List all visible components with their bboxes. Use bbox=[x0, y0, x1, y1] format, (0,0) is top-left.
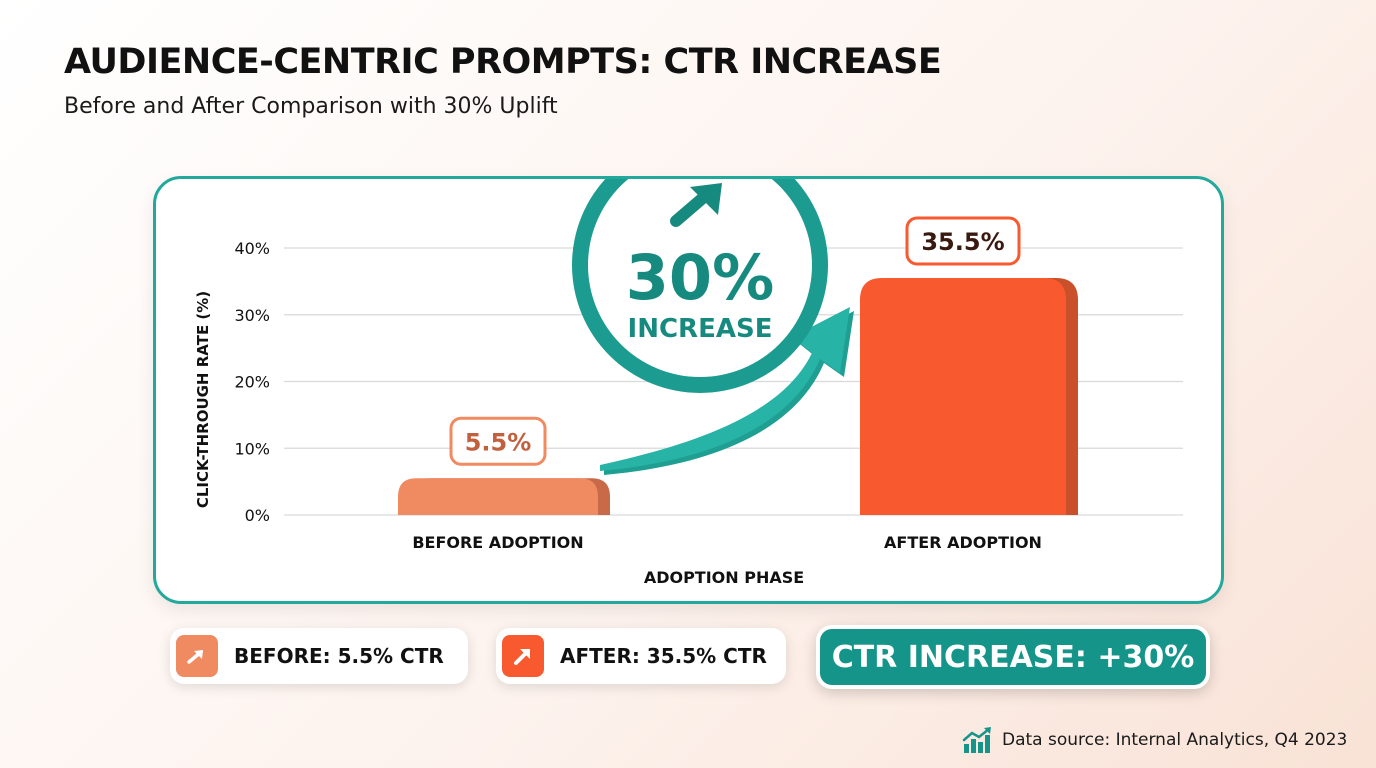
y-tick-label: 30% bbox=[234, 306, 270, 325]
y-tick-label: 20% bbox=[234, 373, 270, 392]
ctr-increase-badge: CTR INCREASE: +30% bbox=[816, 625, 1210, 689]
callout-value: 30% bbox=[626, 241, 774, 314]
y-axis-label: CLICK-THROUGH RATE (%) bbox=[194, 291, 212, 508]
legend-after: AFTER: 35.5% CTR bbox=[496, 628, 786, 684]
y-tick-label: 10% bbox=[234, 439, 270, 458]
data-source-text: Data source: Internal Analytics, Q4 2023 bbox=[1002, 730, 1348, 750]
page-subtitle: Before and After Comparison with 30% Upl… bbox=[64, 94, 558, 119]
legend-after-label: AFTER: 35.5% CTR bbox=[560, 644, 767, 668]
x-tick-label: AFTER ADOPTION bbox=[884, 533, 1042, 552]
y-tick-label: 40% bbox=[234, 239, 270, 258]
arrow-up-right-icon bbox=[670, 191, 710, 227]
page-title: AUDIENCE-CENTRIC PROMPTS: CTR INCREASE bbox=[64, 42, 942, 82]
data-label: 5.5% bbox=[465, 428, 532, 456]
data-label-box bbox=[449, 416, 547, 466]
arrow-up-right-icon bbox=[176, 635, 218, 677]
arrow-up-right-icon bbox=[690, 183, 722, 215]
callout-label: INCREASE bbox=[628, 314, 773, 344]
legend-before-label: BEFORE: 5.5% CTR bbox=[234, 644, 444, 668]
data-label: 35.5% bbox=[921, 228, 1004, 256]
bar bbox=[860, 278, 1066, 515]
data-label-box bbox=[905, 216, 1021, 266]
bar-chart: CLICK-THROUGH RATE (%) 0% 10% 20% 30% 40% BEFO… bbox=[194, 179, 1183, 587]
bar-chart-growth-icon bbox=[962, 727, 991, 753]
data-source: Data source: Internal Analytics, Q4 2023 bbox=[962, 724, 1347, 756]
y-tick-label: 0% bbox=[245, 506, 270, 525]
bar bbox=[398, 478, 598, 515]
legend-before: BEFORE: 5.5% CTR bbox=[170, 628, 468, 684]
growth-arrow-highlight bbox=[600, 307, 850, 471]
x-axis-label: ADOPTION PHASE bbox=[644, 568, 804, 587]
arrow-up-right-icon bbox=[502, 635, 544, 677]
chart-card: CLICK-THROUGH RATE (%) 0% 10% 20% 30% 40% BEFO… bbox=[153, 176, 1224, 604]
callout-circle bbox=[588, 179, 812, 377]
x-tick-label: BEFORE ADOPTION bbox=[412, 533, 583, 552]
